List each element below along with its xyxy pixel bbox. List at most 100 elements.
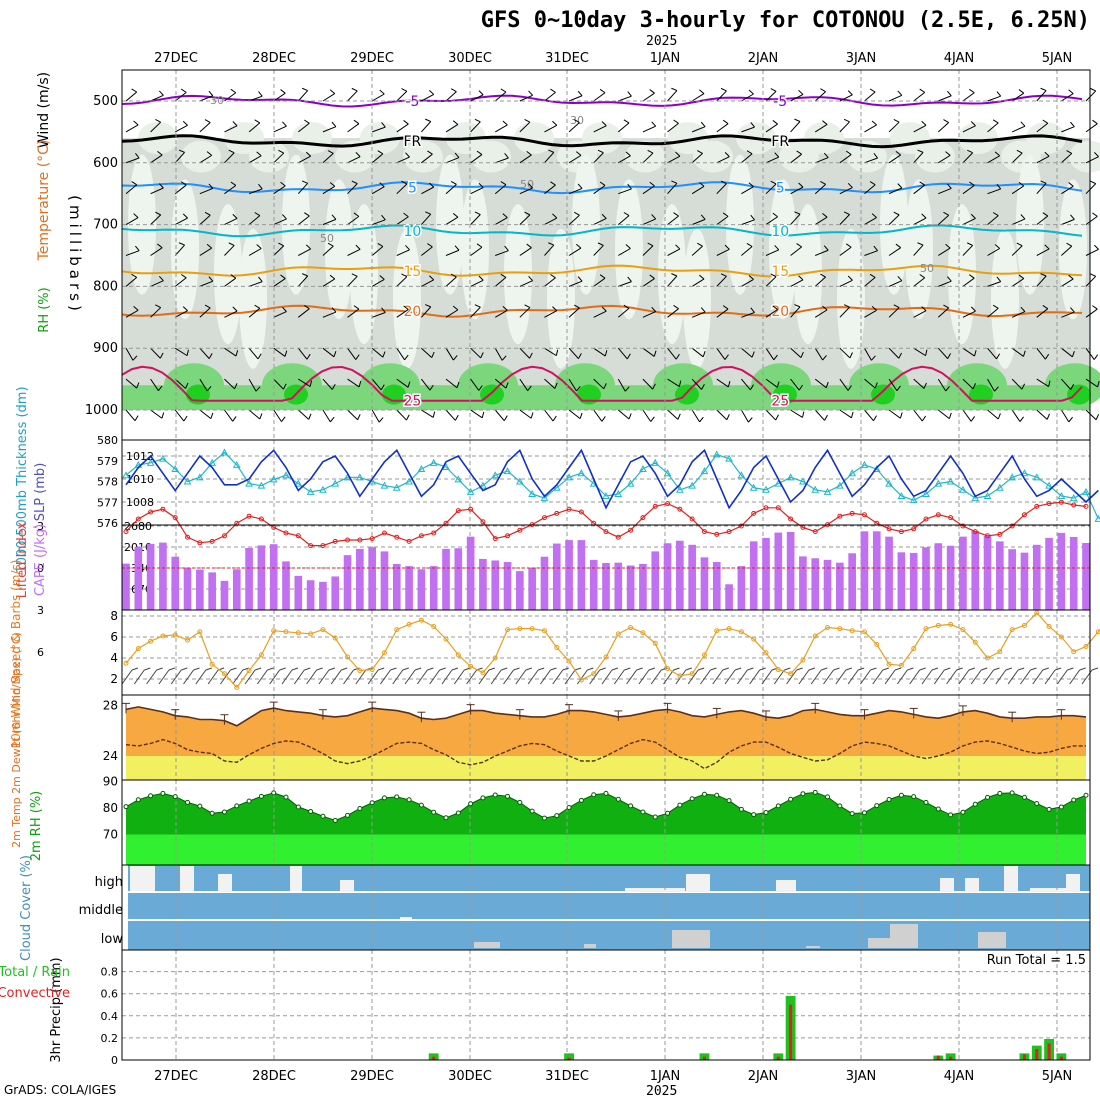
wind-barb-flag xyxy=(945,386,950,392)
wind-barb-flag xyxy=(724,354,729,360)
wind-barb xyxy=(199,187,214,195)
wind-barb xyxy=(888,347,900,359)
wind-barb-flag xyxy=(208,276,214,282)
wind-barb xyxy=(642,378,654,390)
wind-barb-flag xyxy=(301,273,308,277)
wind-barb xyxy=(297,409,310,420)
surface-wind-barb xyxy=(343,669,354,685)
wind-barb-flag xyxy=(970,306,976,312)
wind-barb xyxy=(642,185,655,195)
wind-barb xyxy=(1061,218,1075,226)
wind-barb-flag xyxy=(304,119,310,124)
wind-barb-flag xyxy=(1046,413,1050,420)
thickness-point xyxy=(811,485,820,493)
wind-barb xyxy=(1011,125,1026,133)
wind-barb-flag xyxy=(206,243,213,249)
wind-barb-flag xyxy=(972,383,976,390)
rh-point xyxy=(357,806,363,812)
wind-barb-flag xyxy=(1092,212,1098,217)
wind-barb xyxy=(741,153,753,164)
wind-barb xyxy=(371,126,386,133)
wind-barb xyxy=(150,247,163,256)
wind-barb xyxy=(150,121,162,133)
wind-speed-point xyxy=(689,671,695,677)
wind-barb xyxy=(1085,308,1098,318)
wind-speed-point xyxy=(455,652,461,658)
wind-barb xyxy=(741,219,755,226)
wind-barb xyxy=(839,378,849,391)
wind-barb-flag xyxy=(579,412,583,419)
wind-barb xyxy=(839,409,852,419)
wind-speed-point xyxy=(320,627,326,633)
wind-barb-flag xyxy=(750,122,755,128)
surface-wind-barb-flag xyxy=(230,667,237,671)
wind-barb-flag xyxy=(601,416,606,422)
wind-barb-flag xyxy=(427,150,433,155)
wind-barb-flag xyxy=(1070,307,1075,313)
slp-ylabel-right: SLP (mb) xyxy=(33,463,48,522)
rh-dry-patch xyxy=(249,140,289,173)
li-point xyxy=(468,506,474,512)
wind-barb-flag xyxy=(1071,350,1075,357)
rh-point xyxy=(652,814,658,820)
wind-barb xyxy=(617,409,630,420)
li-point xyxy=(1058,499,1064,505)
surface-wind-barb-flag xyxy=(587,667,594,671)
cape-bar xyxy=(922,547,930,610)
wind-barb xyxy=(691,278,705,287)
wind-speed-point xyxy=(1071,649,1077,655)
surface-wind-barb-flag xyxy=(1091,667,1099,671)
surface-wind-barb xyxy=(958,669,970,685)
wind-barb-flag xyxy=(1070,214,1075,220)
date-label-top: 4JAN xyxy=(944,51,975,66)
rh-point xyxy=(1058,804,1064,810)
wind-barb-flag xyxy=(258,91,263,97)
li-point xyxy=(1071,502,1077,508)
rh-point xyxy=(271,790,277,796)
wind-barb xyxy=(691,347,704,358)
surface-wind-barb-flag xyxy=(648,667,656,671)
cloud-level-label-low: low xyxy=(101,932,124,947)
wind-barb-flag xyxy=(943,119,949,123)
li-point xyxy=(172,515,178,521)
wind-barb xyxy=(1085,215,1098,226)
cape-bar xyxy=(762,537,770,610)
wind-barb-flag xyxy=(353,305,360,310)
wind-barb xyxy=(224,152,235,164)
thickness-point xyxy=(934,479,943,487)
wind-barb-flag xyxy=(474,211,481,215)
rh-point xyxy=(1009,790,1015,796)
surface-wind-barb xyxy=(330,669,342,685)
wind-barb xyxy=(642,245,654,256)
upper-ytick-900: 900 xyxy=(93,341,118,356)
thickness-point xyxy=(614,489,623,497)
wind-barb xyxy=(544,409,554,422)
precip-legend-convective: Convective xyxy=(0,986,70,1001)
wind-barb xyxy=(987,155,1000,164)
wind-barb xyxy=(150,307,162,318)
wind-barb-flag xyxy=(1093,152,1099,158)
cloud-ylabel: Cloud Cover (%) xyxy=(19,855,34,961)
wind-speed-point xyxy=(197,629,203,635)
rh-point xyxy=(283,794,289,800)
wind-speed-point xyxy=(246,668,252,674)
wind-barb-flag xyxy=(432,411,436,418)
wind-barb xyxy=(741,246,753,256)
wind-barb xyxy=(519,409,532,419)
wind-barb-flag xyxy=(504,245,509,252)
li-point xyxy=(665,501,671,507)
surface-wind-barb xyxy=(256,669,268,685)
cloud-high-bar xyxy=(940,878,954,892)
cape-bar xyxy=(885,536,893,610)
wind-barb-flag xyxy=(480,352,484,359)
wind-barb-flag xyxy=(845,150,852,155)
wind-barb-flag xyxy=(601,306,607,312)
thickness-point xyxy=(602,491,610,500)
wind-barb xyxy=(593,218,607,226)
wind-barb xyxy=(691,378,702,390)
wind-barb xyxy=(273,311,287,318)
surface-wind-barb-flag xyxy=(402,667,409,671)
temp-contour-10 xyxy=(121,224,1083,238)
surface-wind-barb-flag xyxy=(697,667,705,671)
wind-barb-flag xyxy=(647,242,654,247)
